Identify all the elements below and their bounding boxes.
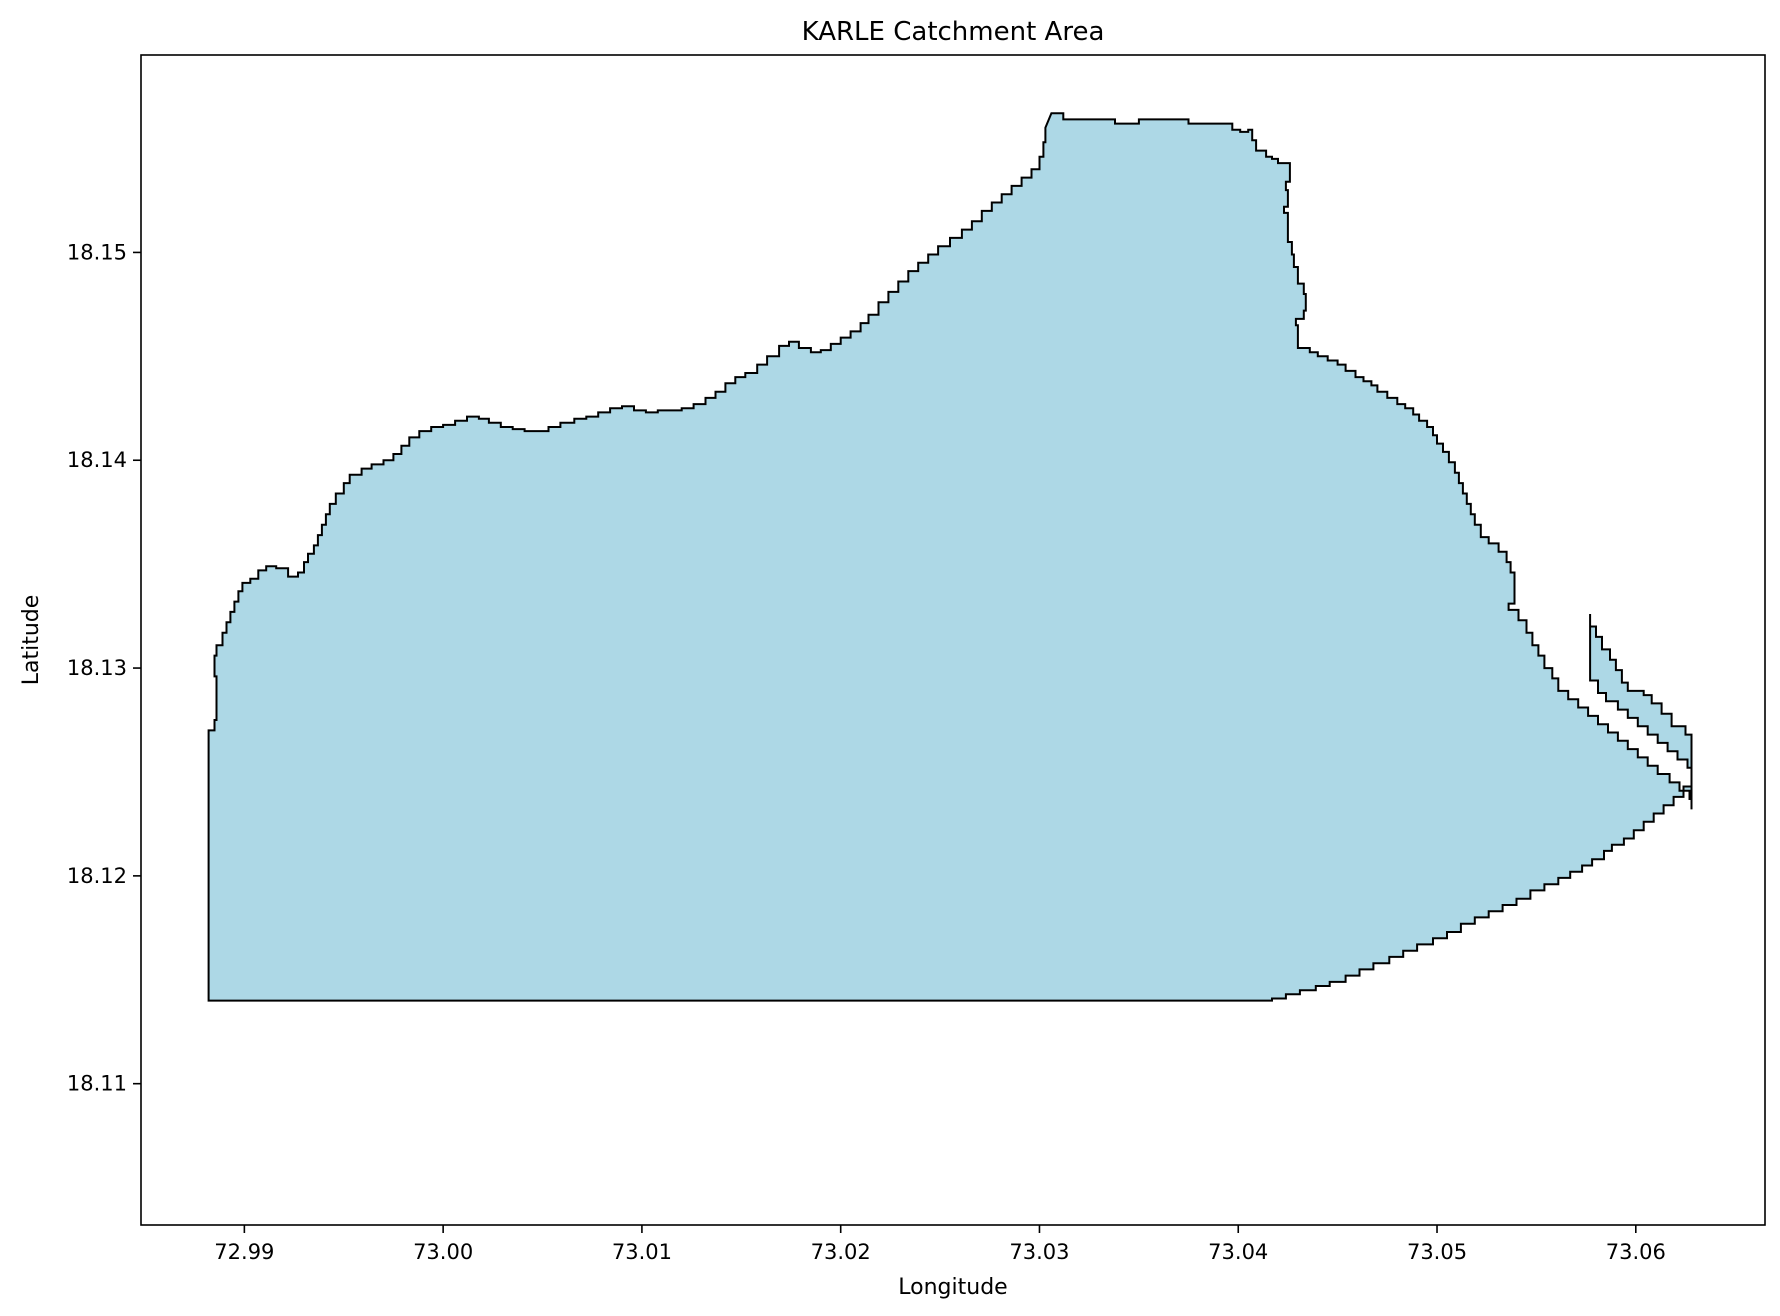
y-tick-label: 18.13	[67, 656, 127, 680]
x-tick-label: 73.05	[1407, 1240, 1467, 1264]
x-axis-label: Longitude	[898, 1275, 1007, 1300]
x-tick-label: 73.02	[811, 1240, 871, 1264]
y-tick-label: 18.11	[67, 1072, 127, 1096]
x-tick-label: 73.04	[1208, 1240, 1268, 1264]
axes-frame	[140, 54, 1766, 1226]
x-tick-label: 73.03	[1009, 1240, 1069, 1264]
y-axis-ticks: 18.11 18.12 18.13 18.14 18.15	[67, 240, 141, 1096]
y-tick-label: 18.14	[67, 448, 127, 472]
chart-title: KARLE Catchment Area	[802, 17, 1105, 47]
plot-area	[140, 54, 1766, 1226]
x-tick-label: 73.06	[1606, 1240, 1666, 1264]
y-tick-label: 18.12	[67, 864, 127, 888]
catchment-polygon	[207, 112, 1693, 1002]
y-tick-label: 18.15	[67, 240, 127, 264]
y-axis-label: Latitude	[19, 595, 44, 686]
x-tick-label: 73.00	[413, 1240, 473, 1264]
x-tick-label: 73.01	[612, 1240, 672, 1264]
x-axis-ticks: 72.99 73.00 73.01 73.02 73.03 73.04 73.05 73.06	[214, 1225, 1666, 1264]
x-tick-label: 72.99	[214, 1240, 274, 1264]
